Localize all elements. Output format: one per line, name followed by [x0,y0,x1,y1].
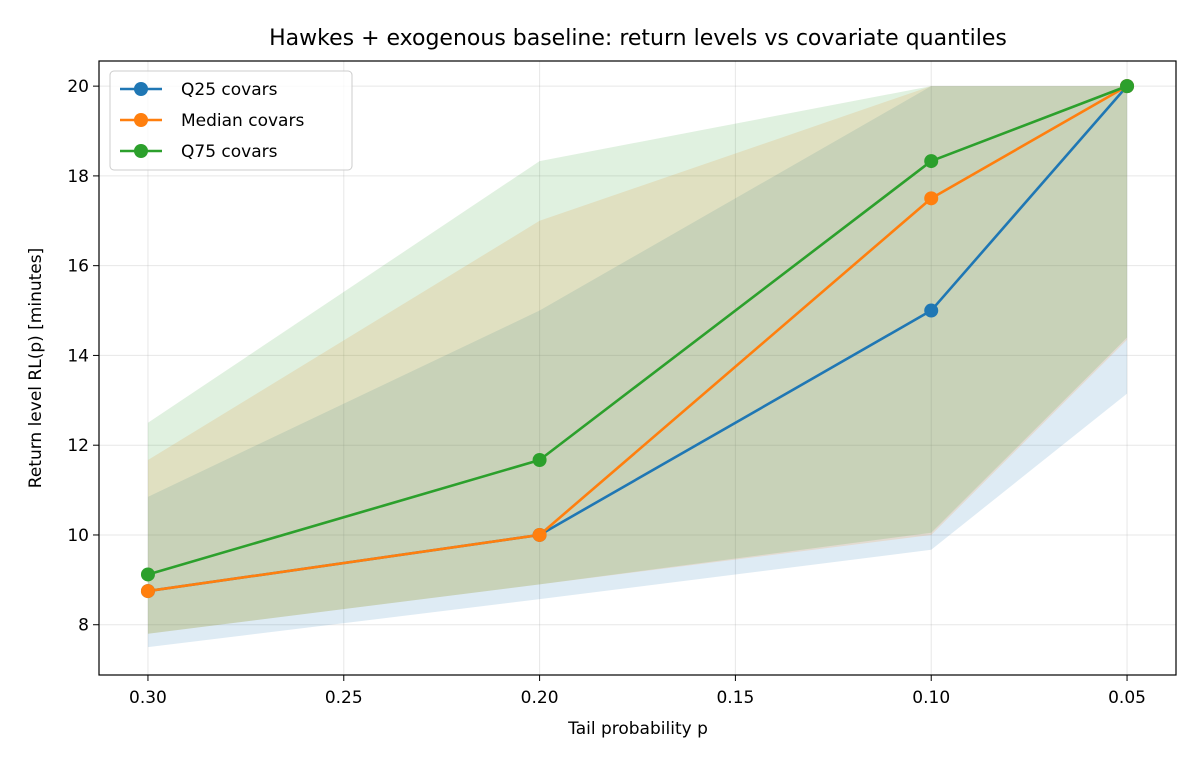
x-axis-label: Tail probability p [567,719,708,739]
data-point [924,191,939,206]
data-point [532,453,547,468]
series-line [147,84,1128,576]
legend: Q25 covars Median covars Q75 covars [109,70,353,171]
x-tick-label: 0.05 [1108,688,1146,708]
legend-box [109,70,353,171]
x-tick-label: 0.20 [521,688,559,708]
data-point [924,303,939,318]
legend-marker [134,113,148,127]
x-tick-label: 0.10 [912,688,950,708]
y-tick-label: 10 [67,526,89,546]
legend-marker [134,82,148,96]
y-axis-label: Return level RL(p) [minutes] [26,248,46,488]
confidence-bands [147,86,1128,648]
data-point [924,154,939,169]
legend-label: Q25 covars [181,80,278,100]
data-point [1120,79,1135,94]
data-point [532,527,547,542]
y-tick-label: 18 [67,167,89,187]
x-tick-label: 0.25 [325,688,363,708]
confidence-band [147,86,1128,634]
y-tick-label: 8 [78,616,89,636]
series-lines [147,84,1129,593]
series-markers [140,79,1135,599]
legend-label: Median covars [181,111,304,131]
x-tick-label: 0.30 [129,688,167,708]
plot-frame [98,60,1177,676]
y-axis-ticks: 8 10 12 14 16 18 20 [67,77,99,636]
confidence-band [147,86,1128,648]
legend-marker [134,144,148,158]
y-tick-label: 14 [67,346,89,366]
series-line [147,85,1128,593]
x-tick-label: 0.15 [716,688,754,708]
y-tick-label: 12 [67,436,89,456]
y-tick-label: 16 [67,257,89,277]
data-point [140,567,155,582]
legend-label: Q75 covars [181,142,278,162]
y-tick-label: 20 [67,77,89,97]
x-axis-ticks: 0.30 0.25 0.20 0.15 0.10 0.05 [129,675,1146,708]
data-point [140,584,155,599]
chart-title: Hawkes + exogenous baseline: return leve… [269,26,1007,51]
confidence-band [147,86,1128,634]
